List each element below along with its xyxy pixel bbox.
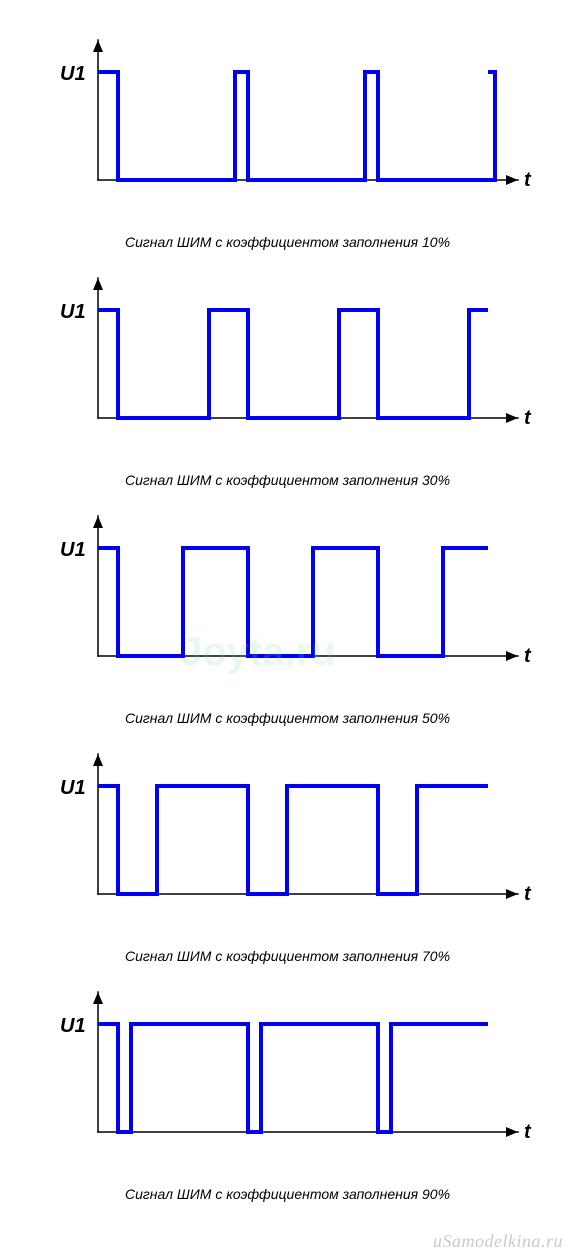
svg-text:U1: U1 [60, 539, 86, 561]
svg-text:t: t [524, 169, 532, 191]
caption-70: Сигнал ШИМ с коэффициентом заполнения 70… [20, 948, 555, 964]
svg-text:U1: U1 [60, 777, 86, 799]
caption-30: Сигнал ШИМ с коэффициентом заполнения 30… [20, 472, 555, 488]
pwm-svg-30: U1 t [28, 268, 548, 438]
svg-text:U1: U1 [60, 63, 86, 85]
svg-text:t: t [524, 883, 532, 905]
pwm-svg-70: U1 t [28, 744, 548, 914]
pwm-svg-90: U1 t [28, 982, 548, 1152]
svg-text:U1: U1 [60, 1015, 86, 1037]
watermark-bottom: uSamodelkina.ru [433, 1231, 563, 1252]
pwm-chart-10: U1 t [28, 30, 548, 230]
svg-text:t: t [524, 645, 532, 667]
pwm-svg-50: U1 t [28, 506, 548, 676]
caption-90: Сигнал ШИМ с коэффициентом заполнения 90… [20, 1186, 555, 1202]
caption-50: Сигнал ШИМ с коэффициентом заполнения 50… [20, 710, 555, 726]
pwm-chart-70: U1 t [28, 744, 548, 944]
page-container: U1 t Сигнал ШИМ с коэффициентом заполнени… [0, 0, 575, 1260]
pwm-chart-90: U1 t [28, 982, 548, 1182]
pwm-chart-30: U1 t [28, 268, 548, 468]
svg-text:t: t [524, 407, 532, 429]
caption-10: Сигнал ШИМ с коэффициентом заполнения 10… [20, 234, 555, 250]
pwm-chart-50: U1 t [28, 506, 548, 706]
svg-text:t: t [524, 1121, 532, 1143]
pwm-svg-10: U1 t [28, 30, 548, 200]
svg-text:U1: U1 [60, 301, 86, 323]
